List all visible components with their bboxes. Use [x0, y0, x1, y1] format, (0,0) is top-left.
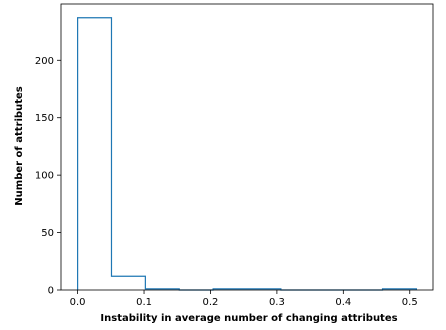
x-axis-ticks: 0.0 0.1 0.2 0.3 0.4 0.5 — [70, 290, 418, 308]
x-axis-label: Instability in average number of changin… — [100, 313, 397, 324]
axes-frame — [60, 3, 434, 291]
histogram-step-outline — [77, 17, 417, 291]
x-tick-label: 0.4 — [335, 297, 351, 308]
x-tick-label: 0.5 — [402, 297, 418, 308]
plot-area — [60, 3, 434, 291]
y-tick-label: 150 — [35, 113, 54, 124]
y-tick-label: 200 — [35, 56, 54, 67]
y-axis-ticks: 0 50 100 150 200 — [35, 56, 61, 297]
y-tick-label: 100 — [35, 171, 54, 182]
y-axis-label: Number of attributes — [14, 86, 25, 205]
x-tick-label: 0.0 — [70, 297, 86, 308]
x-tick-label: 0.1 — [136, 297, 152, 308]
y-tick-label: 50 — [41, 228, 54, 239]
x-tick-label: 0.2 — [203, 297, 219, 308]
x-tick-label: 0.3 — [269, 297, 285, 308]
y-tick-label: 0 — [48, 286, 54, 297]
